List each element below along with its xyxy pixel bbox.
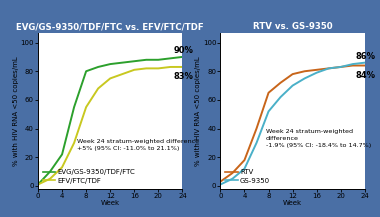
Title: EVG/GS-9350/TDF/FTC vs. EFV/FTC/TDF: EVG/GS-9350/TDF/FTC vs. EFV/FTC/TDF — [16, 22, 204, 31]
Title: RTV vs. GS-9350: RTV vs. GS-9350 — [253, 22, 332, 31]
Text: 84%: 84% — [356, 71, 376, 80]
Text: difference: difference — [266, 136, 299, 141]
Text: Week 24 stratum-weighted difference: Week 24 stratum-weighted difference — [77, 139, 199, 144]
Y-axis label: % with HIV RNA <50 copies/mL: % with HIV RNA <50 copies/mL — [13, 56, 19, 166]
Legend: EVG/GS-9350/TDF/FTC, EFV/FTC/TDF: EVG/GS-9350/TDF/FTC, EFV/FTC/TDF — [43, 169, 135, 184]
Text: +5% (95% CI: -11.0% to 21.1%): +5% (95% CI: -11.0% to 21.1%) — [77, 146, 179, 151]
X-axis label: Week: Week — [101, 200, 120, 206]
X-axis label: Week: Week — [283, 200, 302, 206]
Text: 83%: 83% — [173, 72, 193, 81]
Legend: RTV, GS-9350: RTV, GS-9350 — [225, 169, 270, 184]
Text: Week 24 stratum-weighted: Week 24 stratum-weighted — [266, 129, 353, 134]
Text: 90%: 90% — [173, 46, 193, 55]
Text: 86%: 86% — [356, 51, 376, 61]
Text: -1.9% (95% CI: -18.4% to 14.7%): -1.9% (95% CI: -18.4% to 14.7%) — [266, 143, 371, 148]
Y-axis label: % with HIV RNA <50 copies/mL: % with HIV RNA <50 copies/mL — [195, 56, 201, 166]
